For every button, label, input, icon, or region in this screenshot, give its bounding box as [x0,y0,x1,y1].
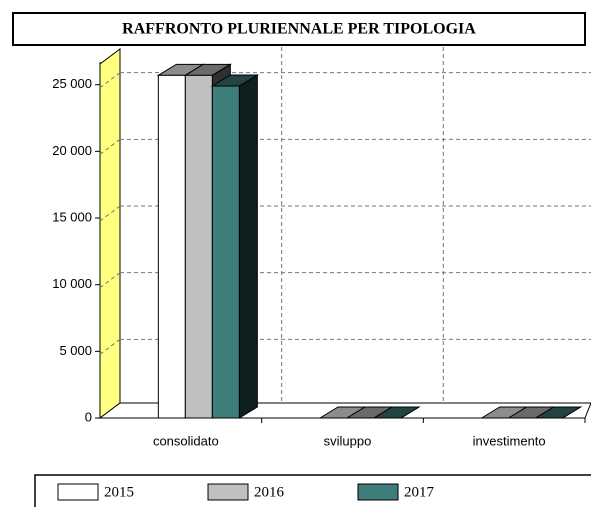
y-tick-label: 10 000 [52,276,92,291]
legend-label: 2016 [254,484,285,500]
chart-title: RAFFRONTO PLURIENNALE PER TIPOLOGIA [122,21,476,38]
legend-box [34,474,591,507]
title-box [12,12,586,46]
bar-side [238,74,258,419]
bar [211,85,240,419]
x-tick-label: consolidato [153,433,219,448]
legend-swatch [357,483,399,501]
y-tick-label: 0 [85,409,92,424]
x-tick-label: investimento [473,433,546,448]
side-wall [99,48,121,419]
legend-swatch [207,483,249,501]
bar [184,74,213,419]
legend-label: 2017 [404,484,435,500]
y-tick-label: 20 000 [52,143,92,158]
bar [157,74,186,419]
legend-label: 2015 [104,484,134,500]
bar-3d [210,74,260,419]
x-tick-label: sviluppo [324,433,372,448]
y-tick-label: 5 000 [59,343,92,358]
y-tick-label: 25 000 [52,76,92,91]
legend-swatch [57,483,99,501]
y-tick-label: 15 000 [52,209,92,224]
